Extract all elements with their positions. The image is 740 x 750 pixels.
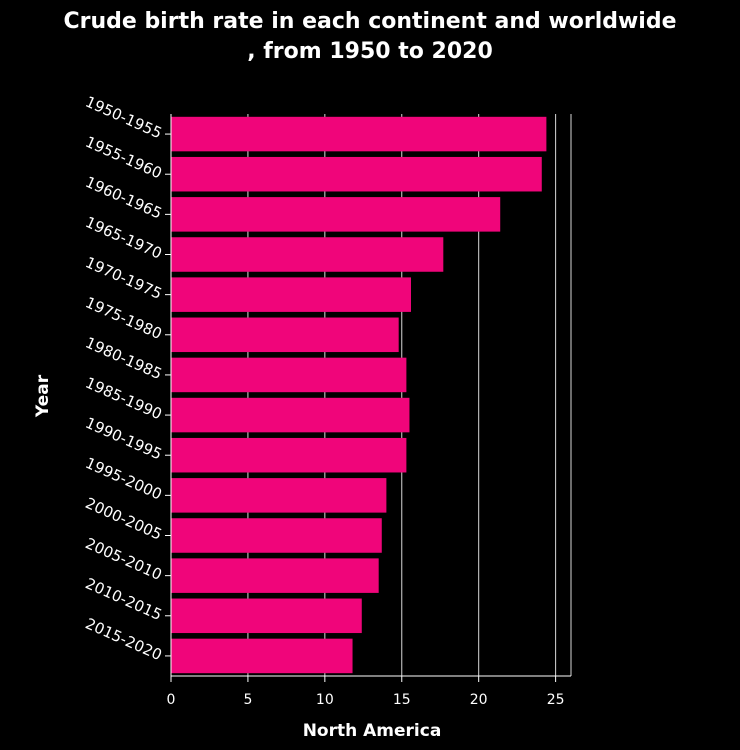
bar-1950-1955 (171, 116, 547, 152)
x-tick-label-15: 15 (393, 692, 411, 708)
bar-2000-2005 (171, 518, 382, 553)
bar-1970-1975 (171, 277, 411, 312)
bar-1960-1965 (171, 197, 501, 232)
bar-1955-1960 (171, 156, 542, 192)
x-tick-label-25: 25 (547, 692, 565, 708)
y-tick-label-2015-2020: 2015-2020 (83, 614, 165, 664)
x-tick-label-20: 20 (470, 692, 488, 708)
bar-1985-1990 (171, 397, 410, 433)
bar-1980-1985 (171, 357, 407, 393)
bar-2015-2020 (171, 638, 353, 674)
x-tick-label-10: 10 (316, 692, 334, 708)
x-axis-title: North America (303, 721, 442, 741)
bar-1990-1995 (171, 437, 407, 473)
chart-title: Crude birth rate in each continent and w… (63, 9, 676, 64)
bar-1975-1980 (171, 317, 399, 353)
y-axis-title: Year (33, 374, 53, 418)
x-tick-label-0: 0 (167, 692, 176, 708)
bars (171, 116, 547, 674)
bar-2005-2010 (171, 558, 379, 593)
chart-title-line-1: Crude birth rate in each continent and w… (63, 9, 676, 34)
bar-1995-2000 (171, 478, 387, 513)
bar-2010-2015 (171, 598, 362, 634)
bar-1965-1970 (171, 237, 444, 272)
x-tick-label-5: 5 (243, 692, 252, 708)
chart-title-line-2: , from 1950 to 2020 (247, 39, 493, 64)
